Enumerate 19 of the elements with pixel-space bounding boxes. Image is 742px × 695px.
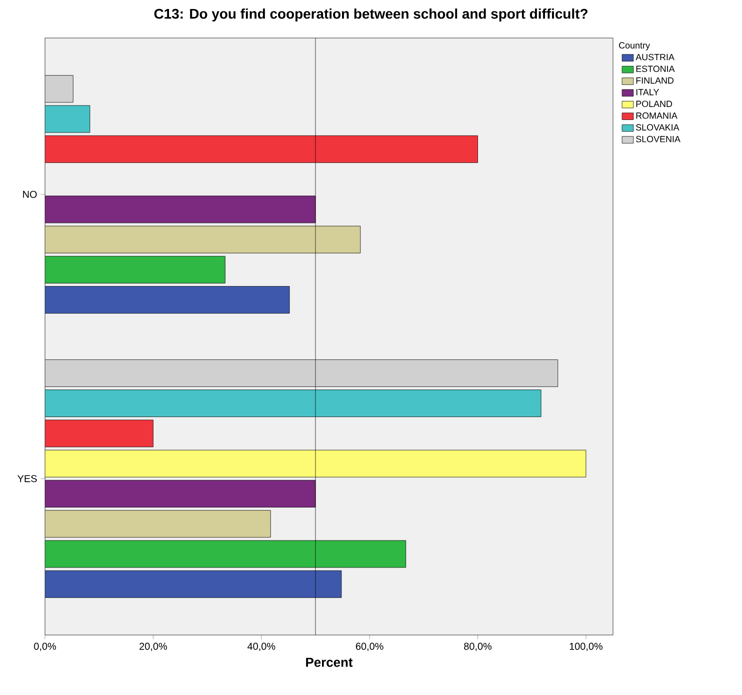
y-tick-label: NO [23, 190, 37, 198]
x-tick-label: 20,0% [140, 642, 167, 652]
legend-title: Country [619, 42, 650, 50]
y-tick-label: YES [18, 475, 37, 482]
x-tick-label: 60,0% [356, 642, 384, 652]
legend-label: ESTONIA [636, 66, 675, 72]
legend-label: ITALY [636, 89, 659, 96]
legend-label: POLAND [636, 100, 672, 108]
legend-label: ROMANIA [636, 112, 678, 119]
x-axis-title: Percent [306, 658, 353, 667]
x-tick-label: 80,0% [464, 642, 492, 652]
legend-label: FINLAND [636, 77, 674, 84]
legend-label: AUSTRIA [636, 54, 674, 60]
chart-title: C13: Do you find cooperation between school and sport difficult? [154, 8, 588, 22]
x-tick-label: 100,0% [570, 642, 603, 652]
legend-label: SLOVAKIA [636, 124, 680, 131]
x-tick-label: 0,0% [34, 642, 56, 652]
x-tick-label: 40,0% [247, 642, 276, 652]
legend-label: SLOVENIA [636, 136, 680, 142]
